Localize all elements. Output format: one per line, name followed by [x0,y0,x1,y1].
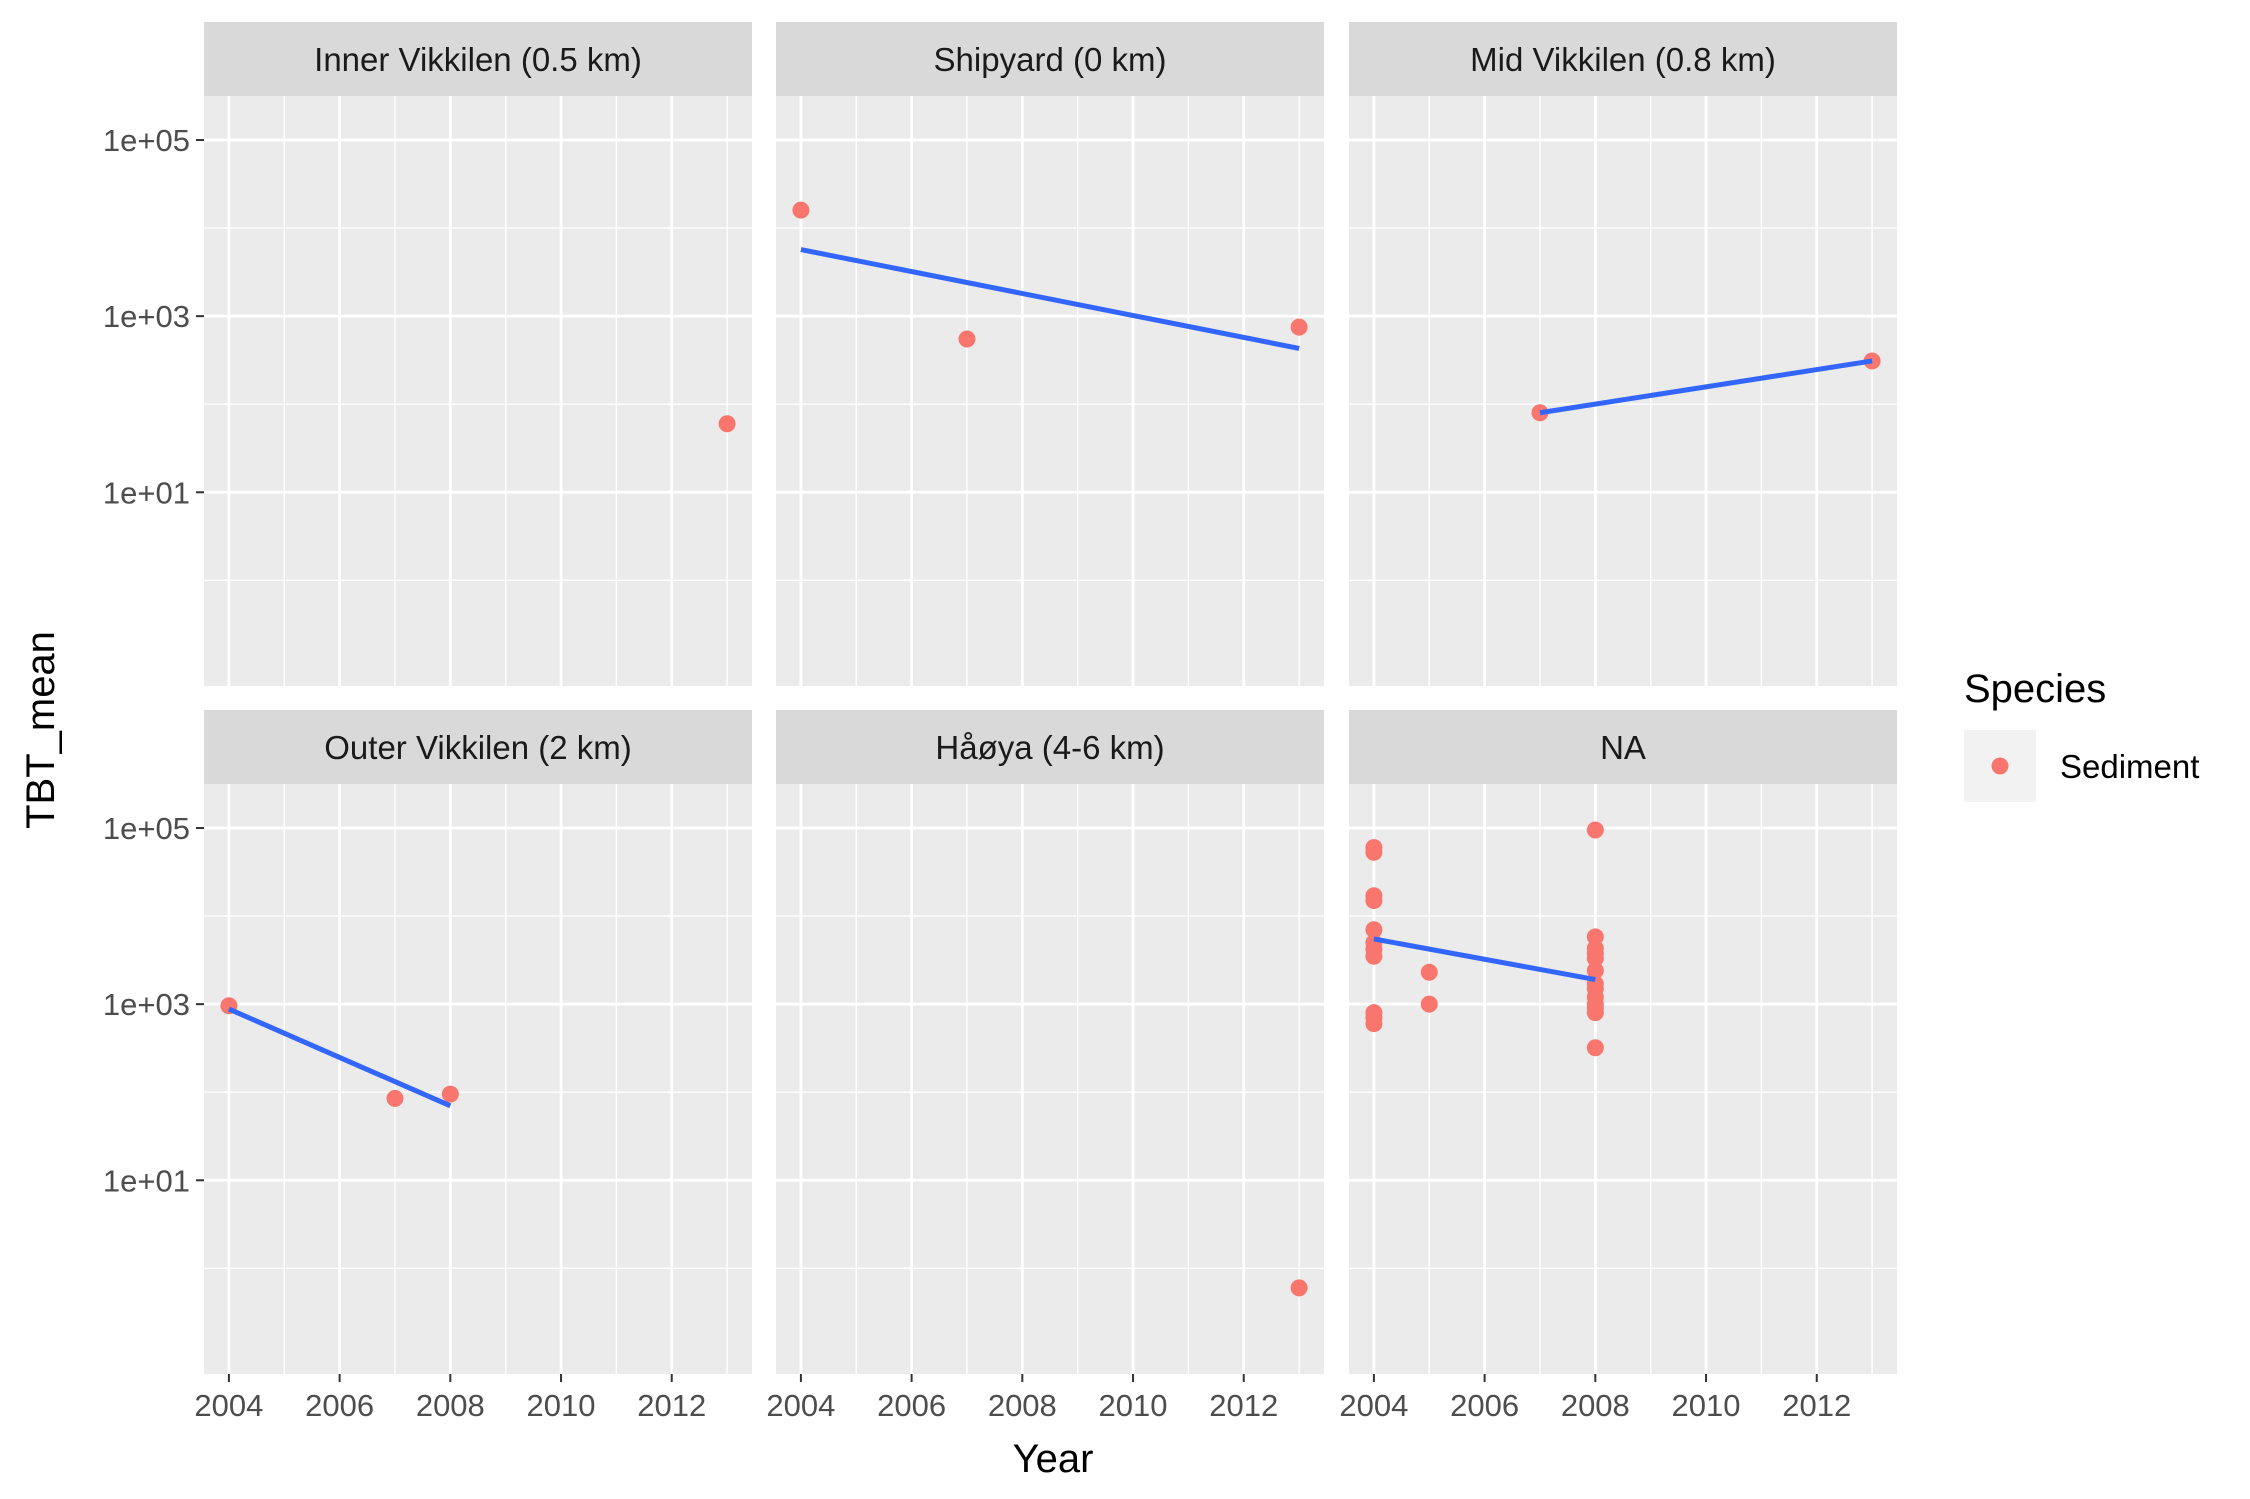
panels-layer: Inner Vikkilen (0.5 km) 1e+01 1e+03 1e+05 Sh… [103,22,1897,1423]
facet-strip [776,22,1324,96]
x-tick-label: 2006 [305,1388,374,1423]
trend-line [1373,936,1596,983]
facet-title: Shipyard (0 km) [934,41,1167,78]
y-tick-label: 1e+01 [103,475,190,510]
data-point [1586,962,1604,980]
x-axis-title: Year [1013,1437,1094,1481]
facet-strip [776,710,1324,784]
data-point [1586,821,1604,839]
x-tick-label: 2008 [988,1388,1057,1423]
y-tick-label: 1e+05 [103,123,190,158]
trend-line [1539,358,1873,416]
facet-title: Mid Vikkilen (0.8 km) [1470,41,1776,78]
facet-strip [204,22,752,96]
y-tick-label: 1e+03 [103,987,190,1022]
legend-key-point [1991,757,2009,775]
x-tick-label: 2008 [1561,1388,1630,1423]
x-tick-label: 2004 [1339,1388,1408,1423]
data-point [958,330,976,348]
data-point [1365,1015,1383,1033]
x-tick-label: 2004 [194,1388,263,1423]
panel-background [1349,784,1897,1374]
data-point [441,1085,459,1103]
panel-background [1349,96,1897,686]
y-axis-title: TBT_mean [19,631,63,829]
trend-line [227,1006,452,1109]
panel-1: Inner Vikkilen (0.5 km) 1e+01 1e+03 1e+05 [103,22,752,686]
data-point [1420,963,1438,981]
panel-background [776,96,1324,686]
x-tick-label: 2008 [416,1388,485,1423]
x-tick-label: 2010 [1099,1388,1168,1423]
panel-4: Outer Vikkilen (2 km) 1e+01 1e+03 1e+05 2004… [103,710,752,1423]
trend-line [800,247,1300,351]
x-tick-label: 2010 [527,1388,596,1423]
x-tick-label: 2006 [1450,1388,1519,1423]
data-point [1365,892,1383,910]
panel-3: Mid Vikkilen (0.8 km) [1349,22,1897,686]
data-point [1420,995,1438,1013]
facet-title: Inner Vikkilen (0.5 km) [314,41,642,78]
x-tick-label: 2012 [1782,1388,1851,1423]
x-tick-label: 2004 [766,1388,835,1423]
x-tick-label: 2006 [877,1388,946,1423]
y-tick-label: 1e+01 [103,1163,190,1198]
x-tick-label: 2012 [637,1388,706,1423]
panel-2: Shipyard (0 km) [776,22,1324,686]
data-point [792,201,810,219]
data-point [1365,843,1383,861]
data-point [1586,1004,1604,1022]
panel-5: Håøya (4-6 km) 2004 2006 2008 2010 2012 [766,710,1324,1423]
data-point [1586,949,1604,967]
y-tick-label: 1e+05 [103,811,190,846]
data-point [1365,947,1383,965]
data-point [1586,1039,1604,1057]
panel-background [204,784,752,1374]
legend-label-sediment: Sediment [2060,748,2199,785]
facet-strip [204,710,752,784]
facet-title: Håøya (4-6 km) [935,729,1164,766]
data-point [1365,921,1383,939]
data-point [1290,1279,1308,1297]
facet-title: Outer Vikkilen (2 km) [324,729,631,766]
y-tick-label: 1e+03 [103,299,190,334]
legend-title: Species [1964,667,2106,711]
panel-background [204,96,752,686]
x-tick-label: 2010 [1672,1388,1741,1423]
facet-strip [1349,710,1897,784]
facet-strip [1349,22,1897,96]
data-point [386,1089,404,1107]
x-tick-label: 2012 [1209,1388,1278,1423]
data-point [718,415,736,433]
panel-6: NA 2004 2006 2008 2010 2012 [1339,710,1897,1423]
panel-background [776,784,1324,1374]
data-point [1290,318,1308,336]
legend: Species Sediment [1964,667,2199,802]
facet-title: NA [1600,729,1646,766]
